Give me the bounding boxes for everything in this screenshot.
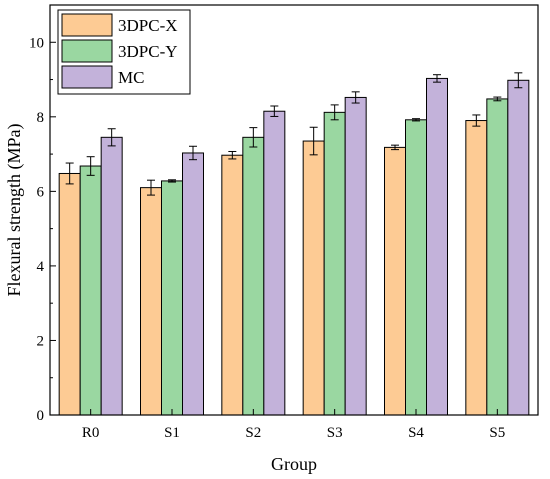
legend: 3DPC-X 3DPC-Y MC — [57, 9, 191, 95]
bar-MC-S4 — [426, 77, 448, 416]
bars-layer — [58, 77, 530, 416]
error-bar-3DPC-Y-S3 — [330, 104, 339, 121]
error-bar-3DPC-X-S5 — [472, 114, 481, 127]
x-tick-label-S2: S2 — [245, 425, 261, 441]
bar-3DPC-Y-S5 — [486, 98, 509, 416]
legend-label-3DPC-Y: 3DPC-Y — [118, 42, 178, 61]
bar-3DPC-Y-R0 — [79, 165, 102, 416]
error-bar-3DPC-Y-R0 — [86, 156, 95, 176]
x-axis-title: Group — [271, 454, 317, 474]
y-tick-label: 6 — [37, 184, 45, 200]
x-tick-label-S3: S3 — [327, 425, 343, 441]
error-bar-MC-S2 — [270, 105, 279, 117]
legend-swatch-3DPC-X — [61, 13, 113, 37]
y-tick-label: 8 — [37, 110, 45, 126]
legend-swatch-MC — [61, 65, 113, 89]
error-bar-MC-S1 — [189, 145, 197, 161]
bar-3DPC-X-S4 — [384, 146, 406, 416]
error-bars-layer — [65, 72, 523, 196]
error-bar-3DPC-Y-S1 — [168, 179, 176, 183]
error-bar-3DPC-Y-S5 — [493, 96, 502, 102]
bar-3DPC-Y-S1 — [161, 180, 183, 416]
axes-layer: 0 2 4 6 8 10 R0 S1 S2 S3 S4 S5 Group Flexural strengt… — [4, 4, 539, 474]
x-tick-label-S1: S1 — [164, 425, 180, 441]
y-tick-label: 0 — [37, 408, 45, 424]
y-tick-label: 2 — [37, 333, 45, 349]
bar-3DPC-X-R0 — [58, 172, 81, 416]
bar-MC-S2 — [263, 110, 286, 416]
bar-3DPC-X-S3 — [302, 140, 325, 416]
error-bar-3DPC-Y-S4 — [412, 118, 420, 122]
error-bar-MC-S3 — [351, 91, 360, 104]
bar-MC-R0 — [100, 136, 123, 416]
error-bar-MC-S4 — [433, 74, 441, 83]
error-bar-3DPC-X-S1 — [147, 179, 155, 196]
legend-swatch-3DPC-Y — [61, 39, 113, 63]
bar-3DPC-Y-S3 — [323, 111, 346, 416]
y-tick-label: 10 — [29, 35, 44, 51]
bar-3DPC-X-S5 — [465, 120, 488, 416]
bar-3DPC-Y-S4 — [405, 119, 427, 416]
plot-frame — [49, 4, 539, 416]
bar-MC-S5 — [507, 79, 530, 416]
bar-3DPC-Y-S2 — [242, 136, 265, 416]
bar-3DPC-X-S2 — [221, 154, 244, 416]
y-axis-title: Flexural strength (MPa) — [4, 124, 25, 297]
error-bar-3DPC-X-S2 — [228, 150, 237, 160]
error-bar-3DPC-X-S4 — [391, 144, 399, 151]
error-bar-3DPC-X-S3 — [309, 126, 318, 156]
bar-MC-S1 — [182, 152, 204, 416]
x-tick-label-R0: R0 — [82, 425, 100, 441]
bar-MC-S3 — [344, 96, 367, 416]
legend-label-MC: MC — [118, 68, 144, 87]
error-bar-3DPC-X-R0 — [65, 162, 74, 185]
error-bar-MC-R0 — [107, 128, 116, 147]
error-bar-3DPC-Y-S2 — [249, 127, 258, 148]
x-tick-label-S4: S4 — [408, 425, 424, 441]
x-tick-label-S5: S5 — [489, 425, 505, 441]
bar-3DPC-X-S1 — [140, 187, 162, 416]
y-tick-label: 4 — [37, 259, 45, 275]
legend-label-3DPC-X: 3DPC-X — [118, 16, 178, 35]
error-bar-MC-S5 — [514, 72, 523, 89]
